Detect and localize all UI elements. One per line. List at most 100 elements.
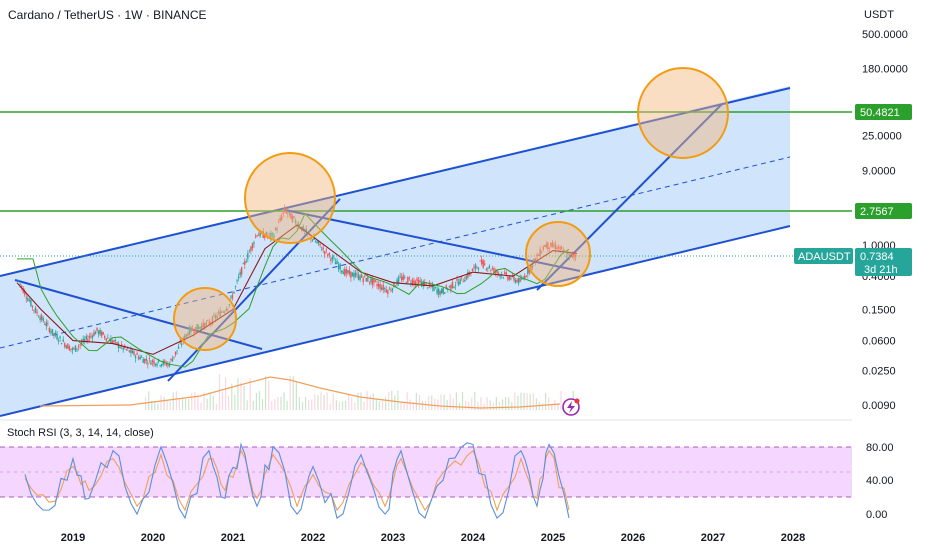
candle-body (33, 309, 35, 311)
candle-body (322, 247, 324, 250)
candle-body (534, 258, 537, 263)
volume-bar (188, 398, 190, 410)
volume-bar (461, 391, 464, 410)
candle-body (480, 259, 483, 265)
candle-body (527, 268, 529, 275)
candle-body (374, 280, 377, 282)
candle-body (557, 246, 560, 248)
highlight-circle-target[interactable] (637, 67, 729, 159)
trendline-rally-2020[interactable] (167, 198, 341, 382)
candle-body (487, 268, 489, 270)
candle-body (384, 288, 386, 290)
candle-body (371, 278, 374, 285)
volume-bar (446, 399, 448, 410)
trendline-2021[interactable] (284, 209, 581, 272)
candle-body (188, 327, 191, 335)
channel-upper-line[interactable] (0, 87, 791, 277)
candle-body (313, 237, 315, 240)
volume-bar (301, 402, 304, 410)
volume-bar (148, 391, 150, 410)
volume-bar (311, 399, 313, 410)
volume-bar (458, 402, 461, 410)
candle-body (536, 254, 538, 257)
candle-body (368, 281, 371, 283)
candle-body (302, 226, 304, 232)
volume-bar (357, 392, 359, 410)
volume-bar (486, 397, 488, 410)
price-axis[interactable]: 500.0000180.000025.00009.00001.00000.400… (862, 29, 908, 412)
trendline-2018[interactable] (14, 279, 263, 350)
highlight-circle-2025[interactable] (525, 221, 591, 287)
candle-body (65, 345, 67, 348)
candle-body (542, 246, 544, 250)
candle-body (456, 279, 458, 281)
candle-body (70, 348, 72, 350)
candle-body (96, 327, 98, 331)
candle-body (314, 241, 317, 243)
candle-body (222, 311, 224, 313)
candle-body (333, 257, 335, 259)
candle-body (27, 298, 29, 301)
volume-bar (295, 381, 297, 410)
volume-bar (197, 395, 199, 410)
level-high-tag-label: 50.4821 (860, 107, 900, 119)
volume-bar (489, 400, 491, 410)
candle-body (290, 212, 292, 219)
candle-body (539, 248, 541, 257)
highlight-circle-2021[interactable] (244, 152, 336, 244)
candle-body (397, 277, 400, 283)
candle-body (230, 296, 232, 298)
candle-body (350, 271, 352, 278)
volume-bar (378, 401, 381, 410)
volume-bar (381, 400, 384, 410)
candle-body (268, 233, 271, 235)
candle-body (376, 284, 378, 287)
volume-bar (551, 403, 553, 410)
volume-bar (385, 396, 387, 410)
candle-body (299, 228, 301, 229)
candle-body (448, 285, 451, 287)
year-tick-label: 2026 (621, 532, 645, 544)
candle-body (216, 315, 218, 318)
candle-body (460, 276, 463, 278)
projection-line[interactable] (536, 103, 723, 291)
candle-body (36, 311, 38, 314)
symbol-tag (794, 248, 853, 264)
level-high-tag (855, 104, 912, 120)
ma-line (17, 212, 570, 368)
candle-body (87, 338, 89, 342)
candle-body (365, 278, 367, 282)
candle-body (297, 224, 300, 227)
candle-body (80, 342, 83, 344)
rsi-tick-0: 0.00 (866, 509, 887, 521)
candle-body (20, 285, 23, 288)
candle-body (556, 247, 558, 250)
candle-body (107, 337, 109, 339)
candle-body (210, 322, 212, 324)
volume-bar (514, 392, 516, 410)
candle-body (159, 365, 161, 367)
highlight-circle-2020[interactable] (173, 287, 237, 351)
candle-body (154, 363, 157, 366)
time-axis[interactable]: 2019 2020 2021 2022 2023 2024 2025 2026 2027 2028 (61, 532, 805, 544)
volume-bar (360, 392, 362, 410)
channel-lower-line[interactable] (0, 225, 791, 417)
candle-body (190, 326, 192, 333)
candle-body (420, 281, 423, 284)
candle-body (247, 253, 249, 259)
candle-body (537, 255, 540, 256)
candle-body (388, 288, 391, 290)
volume-bar (166, 400, 168, 410)
volume-bars (145, 374, 574, 410)
price-tick-label: 25.0000 (862, 131, 902, 143)
candle-body (450, 284, 452, 290)
volume-bar (151, 400, 153, 410)
candle-body (293, 216, 295, 218)
volume-bar (237, 377, 239, 410)
candle-body (85, 336, 87, 340)
volume-bar (526, 393, 528, 410)
candle-body (370, 278, 372, 283)
candle-body (325, 249, 327, 251)
candle-body (414, 281, 417, 285)
